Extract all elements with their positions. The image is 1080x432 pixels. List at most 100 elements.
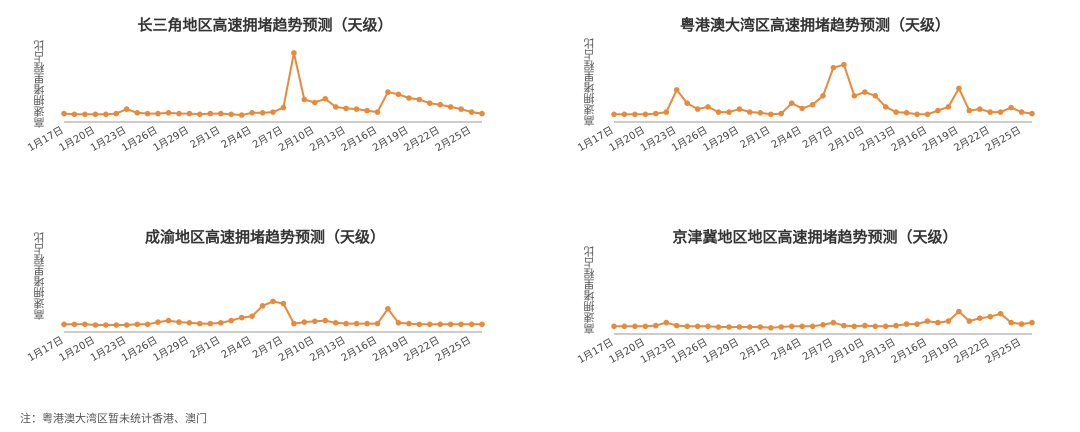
- chart-panel-chengyu: 成渝地区高速拥堵趋势预测（天级） 高速拥堵里程占比 1月17日 1月20日 1月23…: [26, 222, 500, 402]
- data-point: [437, 321, 444, 328]
- data-point: [103, 111, 109, 118]
- data-point: [176, 110, 182, 117]
- chart-title: 粤港澳大湾区高速拥堵趋势预测（天级）: [679, 16, 950, 34]
- chart-plot: 1月17日1月20日1月23日1月26日1月29日2月1日2月4日2月7日2月1…: [26, 298, 485, 364]
- x-tick-label: 2月1日: [738, 124, 772, 151]
- data-point: [830, 64, 837, 71]
- data-point: [270, 298, 276, 305]
- data-point: [736, 106, 743, 112]
- data-point: [663, 319, 670, 326]
- data-point: [715, 109, 722, 115]
- data-point: [799, 105, 805, 112]
- data-point: [736, 324, 743, 330]
- data-point: [458, 106, 464, 112]
- data-point: [945, 318, 952, 324]
- data-point: [385, 306, 391, 312]
- data-point: [966, 107, 973, 114]
- data-point: [176, 319, 182, 325]
- y-axis-label: 高速拥堵里程占比: [33, 232, 46, 320]
- data-point: [987, 109, 993, 115]
- data-point: [332, 104, 339, 110]
- data-point: [851, 323, 858, 330]
- data-point: [144, 110, 151, 117]
- data-point: [332, 320, 339, 326]
- data-point: [1008, 104, 1014, 111]
- data-point: [862, 89, 868, 95]
- x-tick-label: 1月29日: [151, 334, 191, 364]
- data-point: [726, 109, 732, 115]
- data-point: [395, 91, 402, 98]
- data-point: [726, 324, 732, 330]
- data-point: [113, 322, 120, 328]
- data-point: [694, 323, 701, 330]
- data-point: [768, 111, 774, 118]
- data-point: [228, 111, 234, 118]
- data-point: [207, 320, 214, 327]
- data-point: [353, 320, 360, 327]
- data-point: [621, 111, 628, 118]
- data-point: [663, 109, 670, 115]
- data-point: [653, 322, 659, 329]
- data-point: [841, 322, 847, 329]
- data-point: [747, 324, 753, 330]
- data-point: [653, 110, 659, 117]
- data-point: [259, 303, 266, 309]
- data-point: [684, 100, 690, 106]
- data-point: [291, 50, 297, 56]
- data-point: [113, 110, 120, 117]
- data-point: [632, 111, 638, 118]
- data-point: [778, 110, 784, 117]
- data-point: [851, 93, 858, 99]
- data-point: [1029, 110, 1035, 117]
- data-point: [882, 104, 889, 110]
- x-tick-label: 1月29日: [151, 124, 191, 154]
- data-point: [1029, 319, 1035, 326]
- data-point: [694, 106, 701, 112]
- data-point: [134, 110, 140, 116]
- x-tick-label: 2月25日: [433, 334, 473, 364]
- data-point: [924, 318, 931, 324]
- data-point: [914, 111, 920, 118]
- data-point: [799, 323, 805, 330]
- data-point: [997, 109, 1004, 115]
- data-point: [322, 96, 329, 102]
- data-point: [788, 323, 795, 330]
- data-point: [684, 323, 690, 330]
- data-point: [71, 321, 78, 328]
- data-point: [956, 85, 962, 92]
- data-point: [458, 321, 464, 328]
- data-point: [385, 89, 391, 95]
- data-point: [416, 321, 423, 328]
- x-tick-label: 2月25日: [433, 124, 473, 154]
- data-point: [987, 313, 993, 320]
- data-point: [1018, 109, 1025, 115]
- data-point: [322, 317, 329, 324]
- data-point: [270, 109, 276, 115]
- data-point: [757, 110, 764, 116]
- data-point: [893, 109, 899, 115]
- data-point: [71, 111, 78, 118]
- data-point: [238, 314, 245, 321]
- data-point: [673, 87, 680, 93]
- data-point: [935, 319, 941, 326]
- x-tick-label: 2月1日: [188, 334, 222, 361]
- data-point: [935, 107, 941, 114]
- data-point: [611, 111, 617, 118]
- data-point: [406, 320, 412, 327]
- x-tick-label: 2月4日: [769, 124, 803, 151]
- data-point: [123, 322, 130, 328]
- data-point: [155, 110, 161, 117]
- data-point: [249, 313, 255, 319]
- x-tick-label: 2月4日: [769, 336, 803, 363]
- data-point: [103, 322, 109, 328]
- data-point: [705, 323, 711, 330]
- data-point: [197, 320, 203, 327]
- data-point: [820, 322, 826, 328]
- data-point: [768, 325, 774, 331]
- data-point: [830, 319, 837, 326]
- data-point: [301, 319, 308, 325]
- chart-plot: 1月17日1月20日1月23日1月26日1月29日2月1日2月4日2月7日2月1…: [576, 61, 1035, 154]
- x-tick-label: 2月25日: [983, 336, 1023, 366]
- footnote: 注：粤港澳大湾区暂未统计香港、澳门: [20, 412, 207, 425]
- data-point: [144, 321, 151, 328]
